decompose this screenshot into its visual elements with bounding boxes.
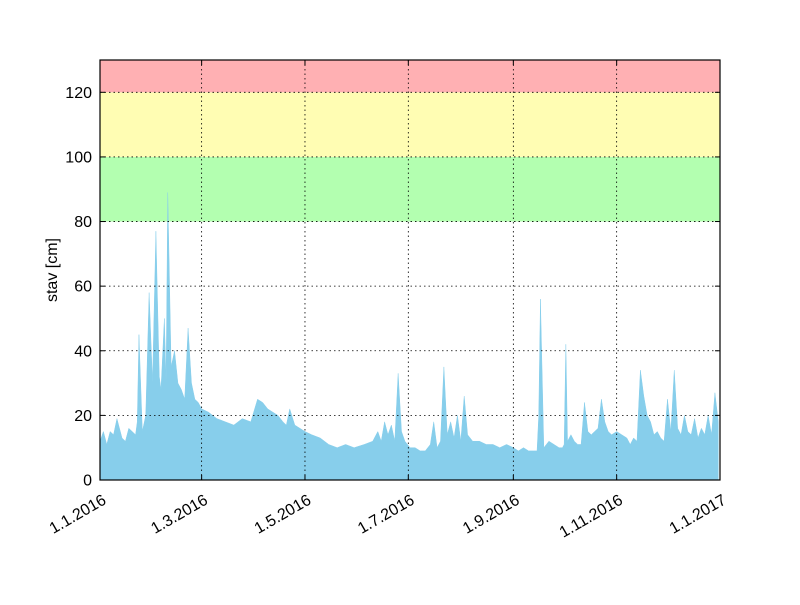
- x-tick-label: 1.5.2016: [252, 492, 315, 538]
- x-tick-label: 1.1.2017: [667, 492, 730, 538]
- x-tick-label: 1.7.2016: [355, 492, 418, 538]
- y-axis-label: stav [cm]: [44, 238, 61, 302]
- y-tick-label: 100: [65, 149, 92, 166]
- x-tick-label: 1.1.2016: [47, 492, 110, 538]
- threshold-bands: [100, 60, 720, 222]
- x-tick-label: 1.9.2016: [460, 492, 523, 538]
- threshold-band-0: [100, 156, 720, 222]
- threshold-band-2: [100, 60, 720, 93]
- plot-frame: [99, 59, 721, 481]
- series-area: [99, 192, 719, 481]
- y-tick-label: 80: [74, 214, 92, 231]
- y-tick-label: 20: [74, 408, 92, 425]
- x-tick-label: 1.11.2016: [557, 492, 626, 542]
- y-tick-label: 60: [74, 279, 92, 296]
- y-tick-label: 120: [65, 85, 92, 102]
- y-axis-ticks: 0 20 40 60 80 100 120: [65, 85, 720, 490]
- y-tick-label: 0: [83, 473, 92, 490]
- series-area-0: [99, 192, 719, 481]
- threshold-band-1: [100, 92, 720, 157]
- y-tick-label: 40: [74, 343, 92, 360]
- x-tick-label: 1.3.2016: [148, 492, 211, 538]
